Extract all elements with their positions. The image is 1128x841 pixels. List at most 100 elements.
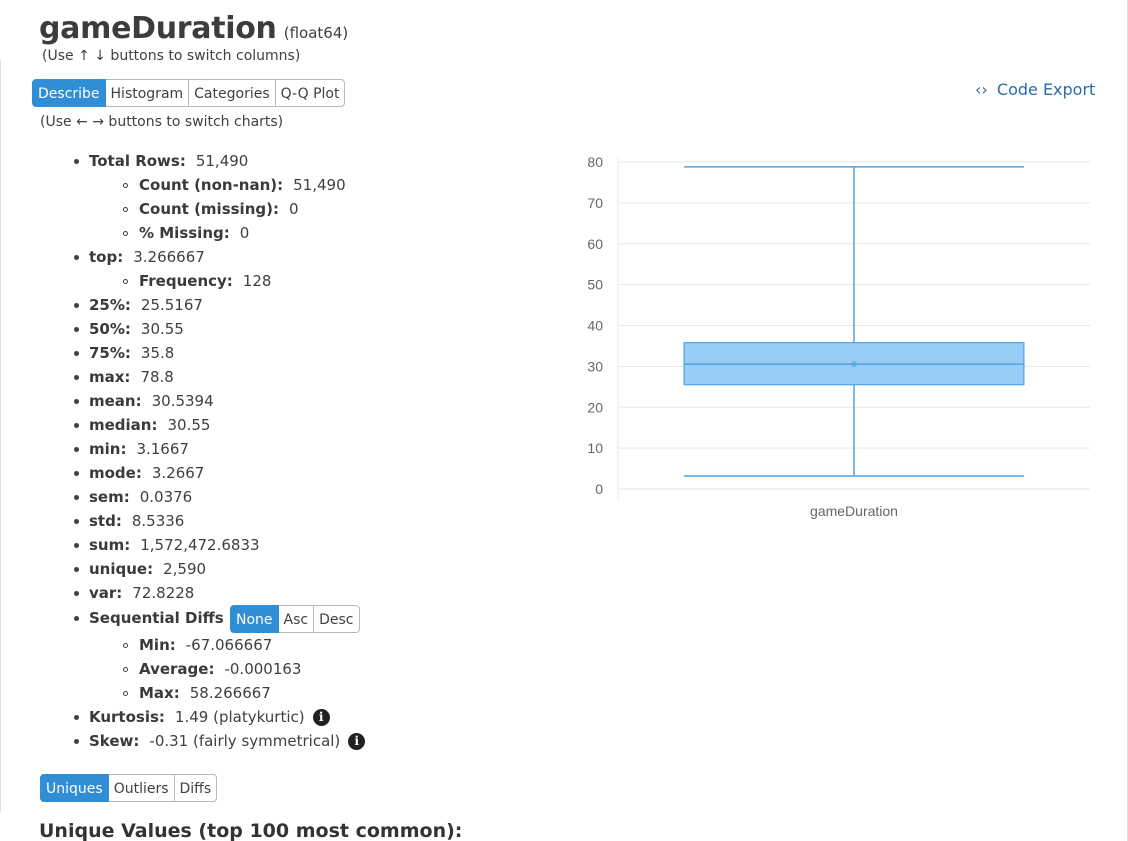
info-icon[interactable]: i <box>312 708 330 726</box>
unique-values-heading: Unique Values (top 100 most common): <box>39 820 463 841</box>
y-tick-label: 80 <box>587 154 603 170</box>
stat-value: 30.55 <box>167 416 211 434</box>
stat-sum: sum: 1,572,472.6833 <box>74 535 260 555</box>
stat-label: Average: <box>139 660 215 678</box>
stat-label: median: <box>89 416 158 434</box>
stat-median: median: 30.55 <box>74 415 211 435</box>
column-dtype: (float64) <box>283 24 349 42</box>
code-export-label: Code Export <box>996 80 1096 99</box>
stat-label: 50%: <box>89 320 131 338</box>
stat-label: 25%: <box>89 296 131 314</box>
y-tick-label: 60 <box>587 236 603 252</box>
stat-value: 35.8 <box>140 344 175 362</box>
x-category-label: gameDuration <box>810 503 898 519</box>
stat-diff-average: Average: -0.000163 <box>123 659 302 679</box>
sub-bullet <box>123 667 128 672</box>
stat-label: min: <box>89 440 127 458</box>
sub-bullet <box>123 643 128 648</box>
stat-value: 30.5394 <box>151 392 214 410</box>
stat-label: Min: <box>139 636 176 654</box>
stat-value: 8.5336 <box>131 512 185 530</box>
bullet <box>74 159 79 164</box>
bottom-tabs: Uniques Outliers Diffs <box>40 774 218 802</box>
bullet <box>74 255 79 260</box>
stat-label: top: <box>89 248 124 266</box>
code-icon: ‹› <box>975 80 988 99</box>
sub-bullet <box>123 231 128 236</box>
tab-categories[interactable]: Categories <box>188 79 276 107</box>
sub-bullet <box>123 691 128 696</box>
stat-frequency: Frequency: 128 <box>123 271 272 291</box>
bullet <box>74 519 79 524</box>
diffs-asc-button[interactable]: Asc <box>277 605 315 633</box>
stat-count-non-nan: Count (non-nan): 51,490 <box>123 175 346 195</box>
stat-label: var: <box>89 584 123 602</box>
stat-value: -0.31 (fairly symmetrical) <box>149 732 341 750</box>
diffs-none-button[interactable]: None <box>230 605 279 633</box>
stat-value: 72.8228 <box>132 584 195 602</box>
bullet <box>74 351 79 356</box>
diffs-desc-button[interactable]: Desc <box>313 605 360 633</box>
stat-value: 51,490 <box>195 152 249 170</box>
tab-outliers[interactable]: Outliers <box>107 774 175 802</box>
stat-label: 75%: <box>89 344 131 362</box>
stat-label: % Missing: <box>139 224 230 242</box>
bullet <box>74 616 79 621</box>
stat-value: -67.066667 <box>185 636 273 654</box>
bullet <box>74 399 79 404</box>
stat-label: Max: <box>139 684 180 702</box>
stat-mode: mode: 3.2667 <box>74 463 204 483</box>
stat-value: -0.000163 <box>224 660 302 678</box>
stat-value: 0 <box>239 224 250 242</box>
stat-sem: sem: 0.0376 <box>74 487 193 507</box>
info-icon[interactable]: i <box>348 732 366 750</box>
stat-value: 1,572,472.6833 <box>140 536 260 554</box>
stat-value: 1.49 (platykurtic) <box>174 708 305 726</box>
bullet <box>74 303 79 308</box>
stat-value: 3.266667 <box>133 248 205 266</box>
stat-value: 78.8 <box>140 368 174 386</box>
sub-bullet <box>123 207 128 212</box>
panel-left-border <box>0 60 1 812</box>
sequential-diffs-toggle: None Asc Desc <box>230 605 360 633</box>
bullet <box>74 739 79 744</box>
mean-marker <box>851 361 857 368</box>
code-export-button[interactable]: ‹› Code Export <box>975 80 1095 99</box>
stat-max: max: 78.8 <box>74 367 174 387</box>
bullet <box>74 567 79 572</box>
y-tick-label: 40 <box>587 318 603 334</box>
stat-label: Sequential Diffs <box>89 609 224 627</box>
stat-total-rows: Total Rows: 51,490 <box>74 151 249 171</box>
y-tick-label: 10 <box>587 440 603 456</box>
stat-p25: 25%: 25.5167 <box>74 295 203 315</box>
stat-label: sum: <box>89 536 131 554</box>
sub-bullet <box>123 183 128 188</box>
stat-value: 128 <box>242 272 272 290</box>
stat-label: mean: <box>89 392 142 410</box>
stat-std: std: 8.5336 <box>74 511 185 531</box>
stat-p75: 75%: 35.8 <box>74 343 175 363</box>
stat-kurtosis: Kurtosis: 1.49 (platykurtic) i <box>74 707 330 727</box>
bullet <box>74 543 79 548</box>
stat-value: 0.0376 <box>139 488 193 506</box>
tab-describe[interactable]: Describe <box>32 79 106 107</box>
column-title: gameDuration (float64) <box>39 11 348 46</box>
stat-label: unique: <box>89 560 154 578</box>
tab-histogram[interactable]: Histogram <box>104 79 190 107</box>
column-switch-hint: (Use ↑ ↓ buttons to switch columns) <box>42 48 301 64</box>
stat-label: std: <box>89 512 122 530</box>
stat-label: mode: <box>89 464 142 482</box>
stat-top: top: 3.266667 <box>74 247 205 267</box>
stat-label: Count (non-nan): <box>139 176 284 194</box>
stat-label: sem: <box>89 488 130 506</box>
bullet <box>74 591 79 596</box>
stat-value: 30.55 <box>140 320 184 338</box>
tab-diffs[interactable]: Diffs <box>173 774 218 802</box>
tab-uniques[interactable]: Uniques <box>40 774 109 802</box>
stat-value: 51,490 <box>293 176 346 194</box>
stat-label: Total Rows: <box>89 152 186 170</box>
y-tick-label: 30 <box>587 358 603 374</box>
tab-qq-plot[interactable]: Q-Q Plot <box>274 79 346 107</box>
stats-list: Total Rows: 51,490 Count (non-nan): 51,4… <box>0 0 560 841</box>
